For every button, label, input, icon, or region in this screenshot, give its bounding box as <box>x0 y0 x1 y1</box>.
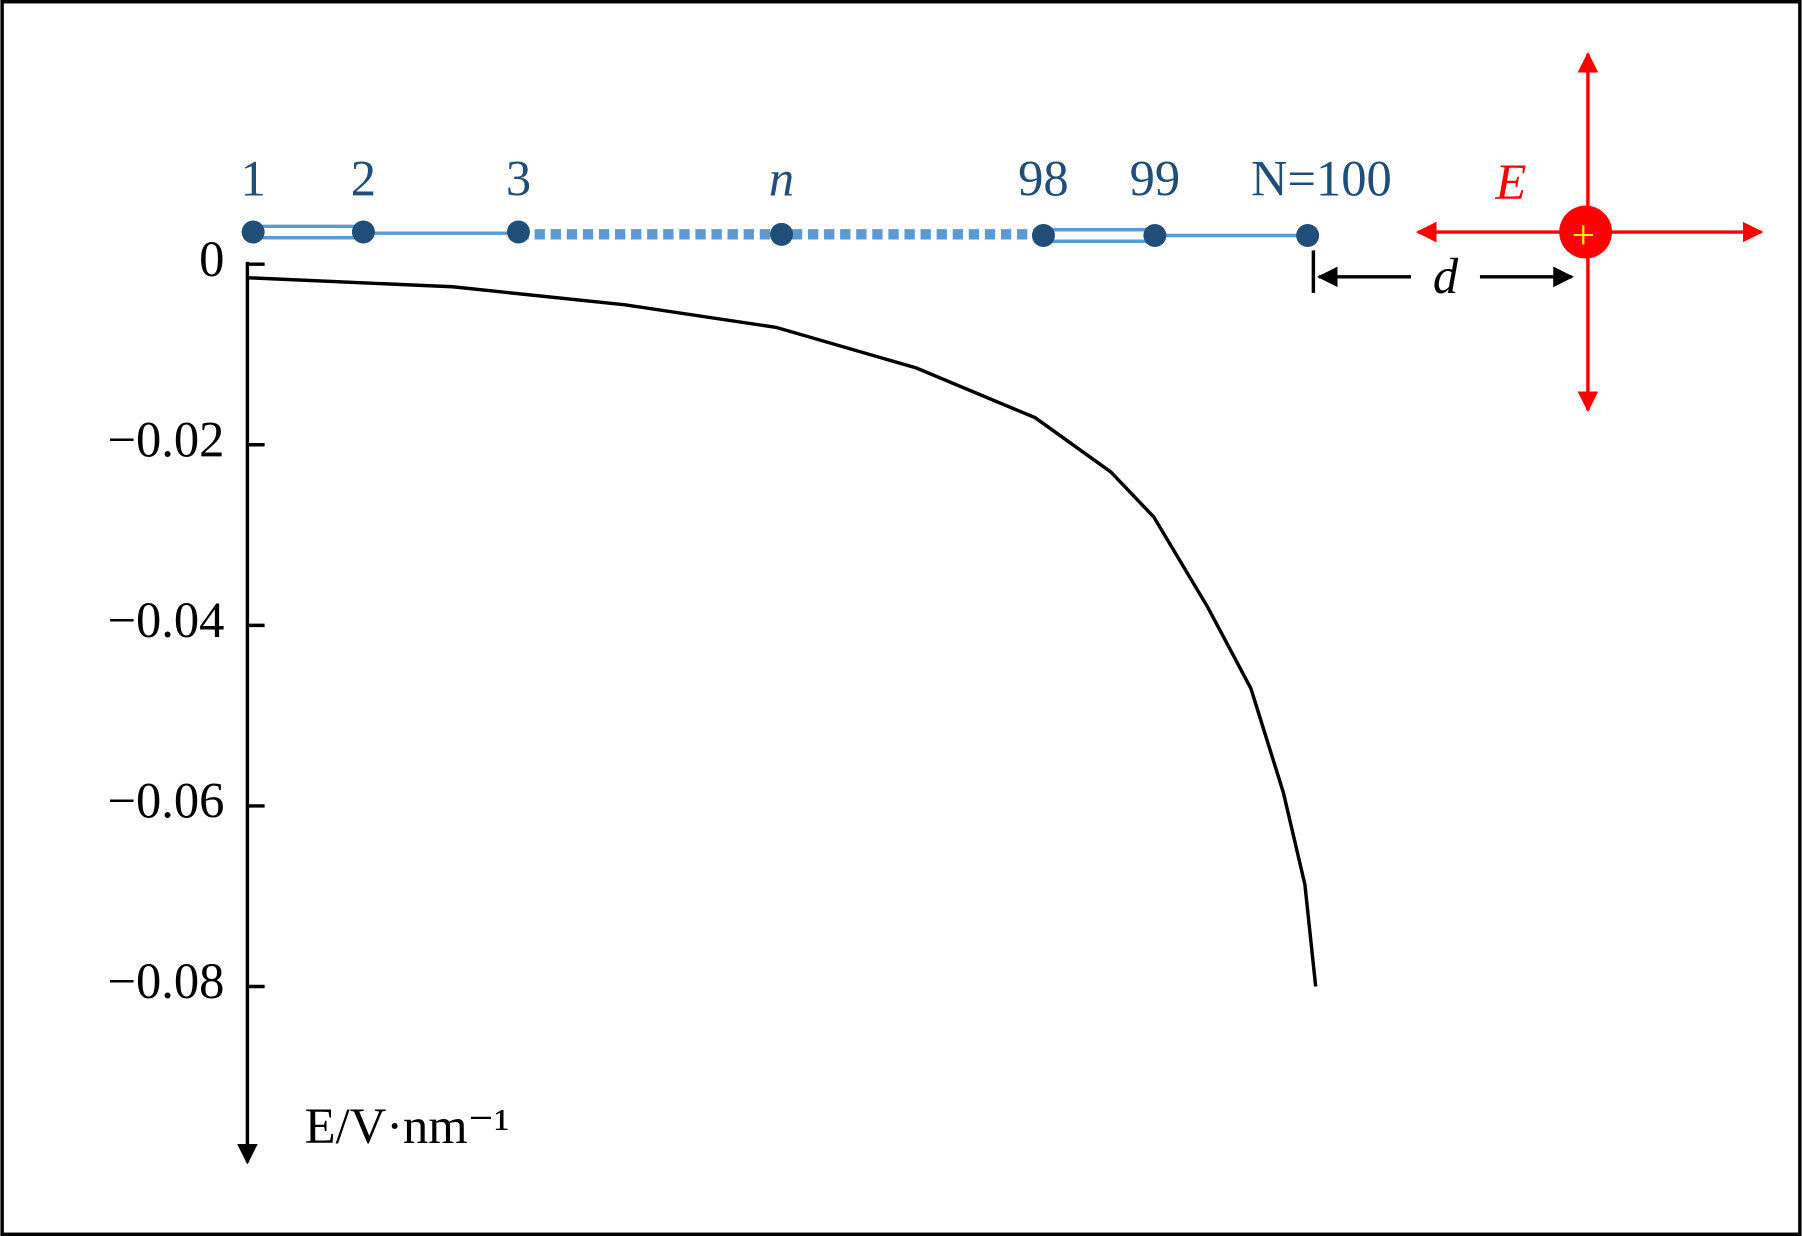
distance-label: d <box>1433 248 1459 304</box>
atoms <box>241 220 1320 247</box>
atom-label: 1 <box>241 150 266 206</box>
atom <box>506 220 530 244</box>
atom-label: 3 <box>506 150 531 206</box>
atom <box>241 220 265 244</box>
y-tick-label: −0.02 <box>107 411 224 467</box>
atom <box>770 222 794 246</box>
y-tick-label: −0.06 <box>107 773 224 829</box>
atom <box>1031 223 1055 247</box>
charge <box>1559 205 1613 259</box>
atom <box>1296 223 1320 247</box>
y-tick-label: 0 <box>199 231 224 287</box>
y-tick-label: −0.08 <box>107 953 224 1009</box>
atom-label: N=100 <box>1251 150 1392 206</box>
line <box>247 276 1318 987</box>
atom-label: 98 <box>1018 150 1069 206</box>
charge-label: + <box>1572 211 1595 257</box>
atom-label: 99 <box>1130 150 1181 206</box>
y-axis-label: E/V·nm⁻¹ <box>305 1098 510 1154</box>
y-tick-label: −0.04 <box>107 592 224 648</box>
distance <box>1311 250 1574 293</box>
atom-label: n <box>769 150 794 206</box>
atom <box>1143 223 1167 247</box>
atom <box>351 220 375 244</box>
field-label: E <box>1495 154 1527 210</box>
atom-label: 2 <box>351 150 376 206</box>
